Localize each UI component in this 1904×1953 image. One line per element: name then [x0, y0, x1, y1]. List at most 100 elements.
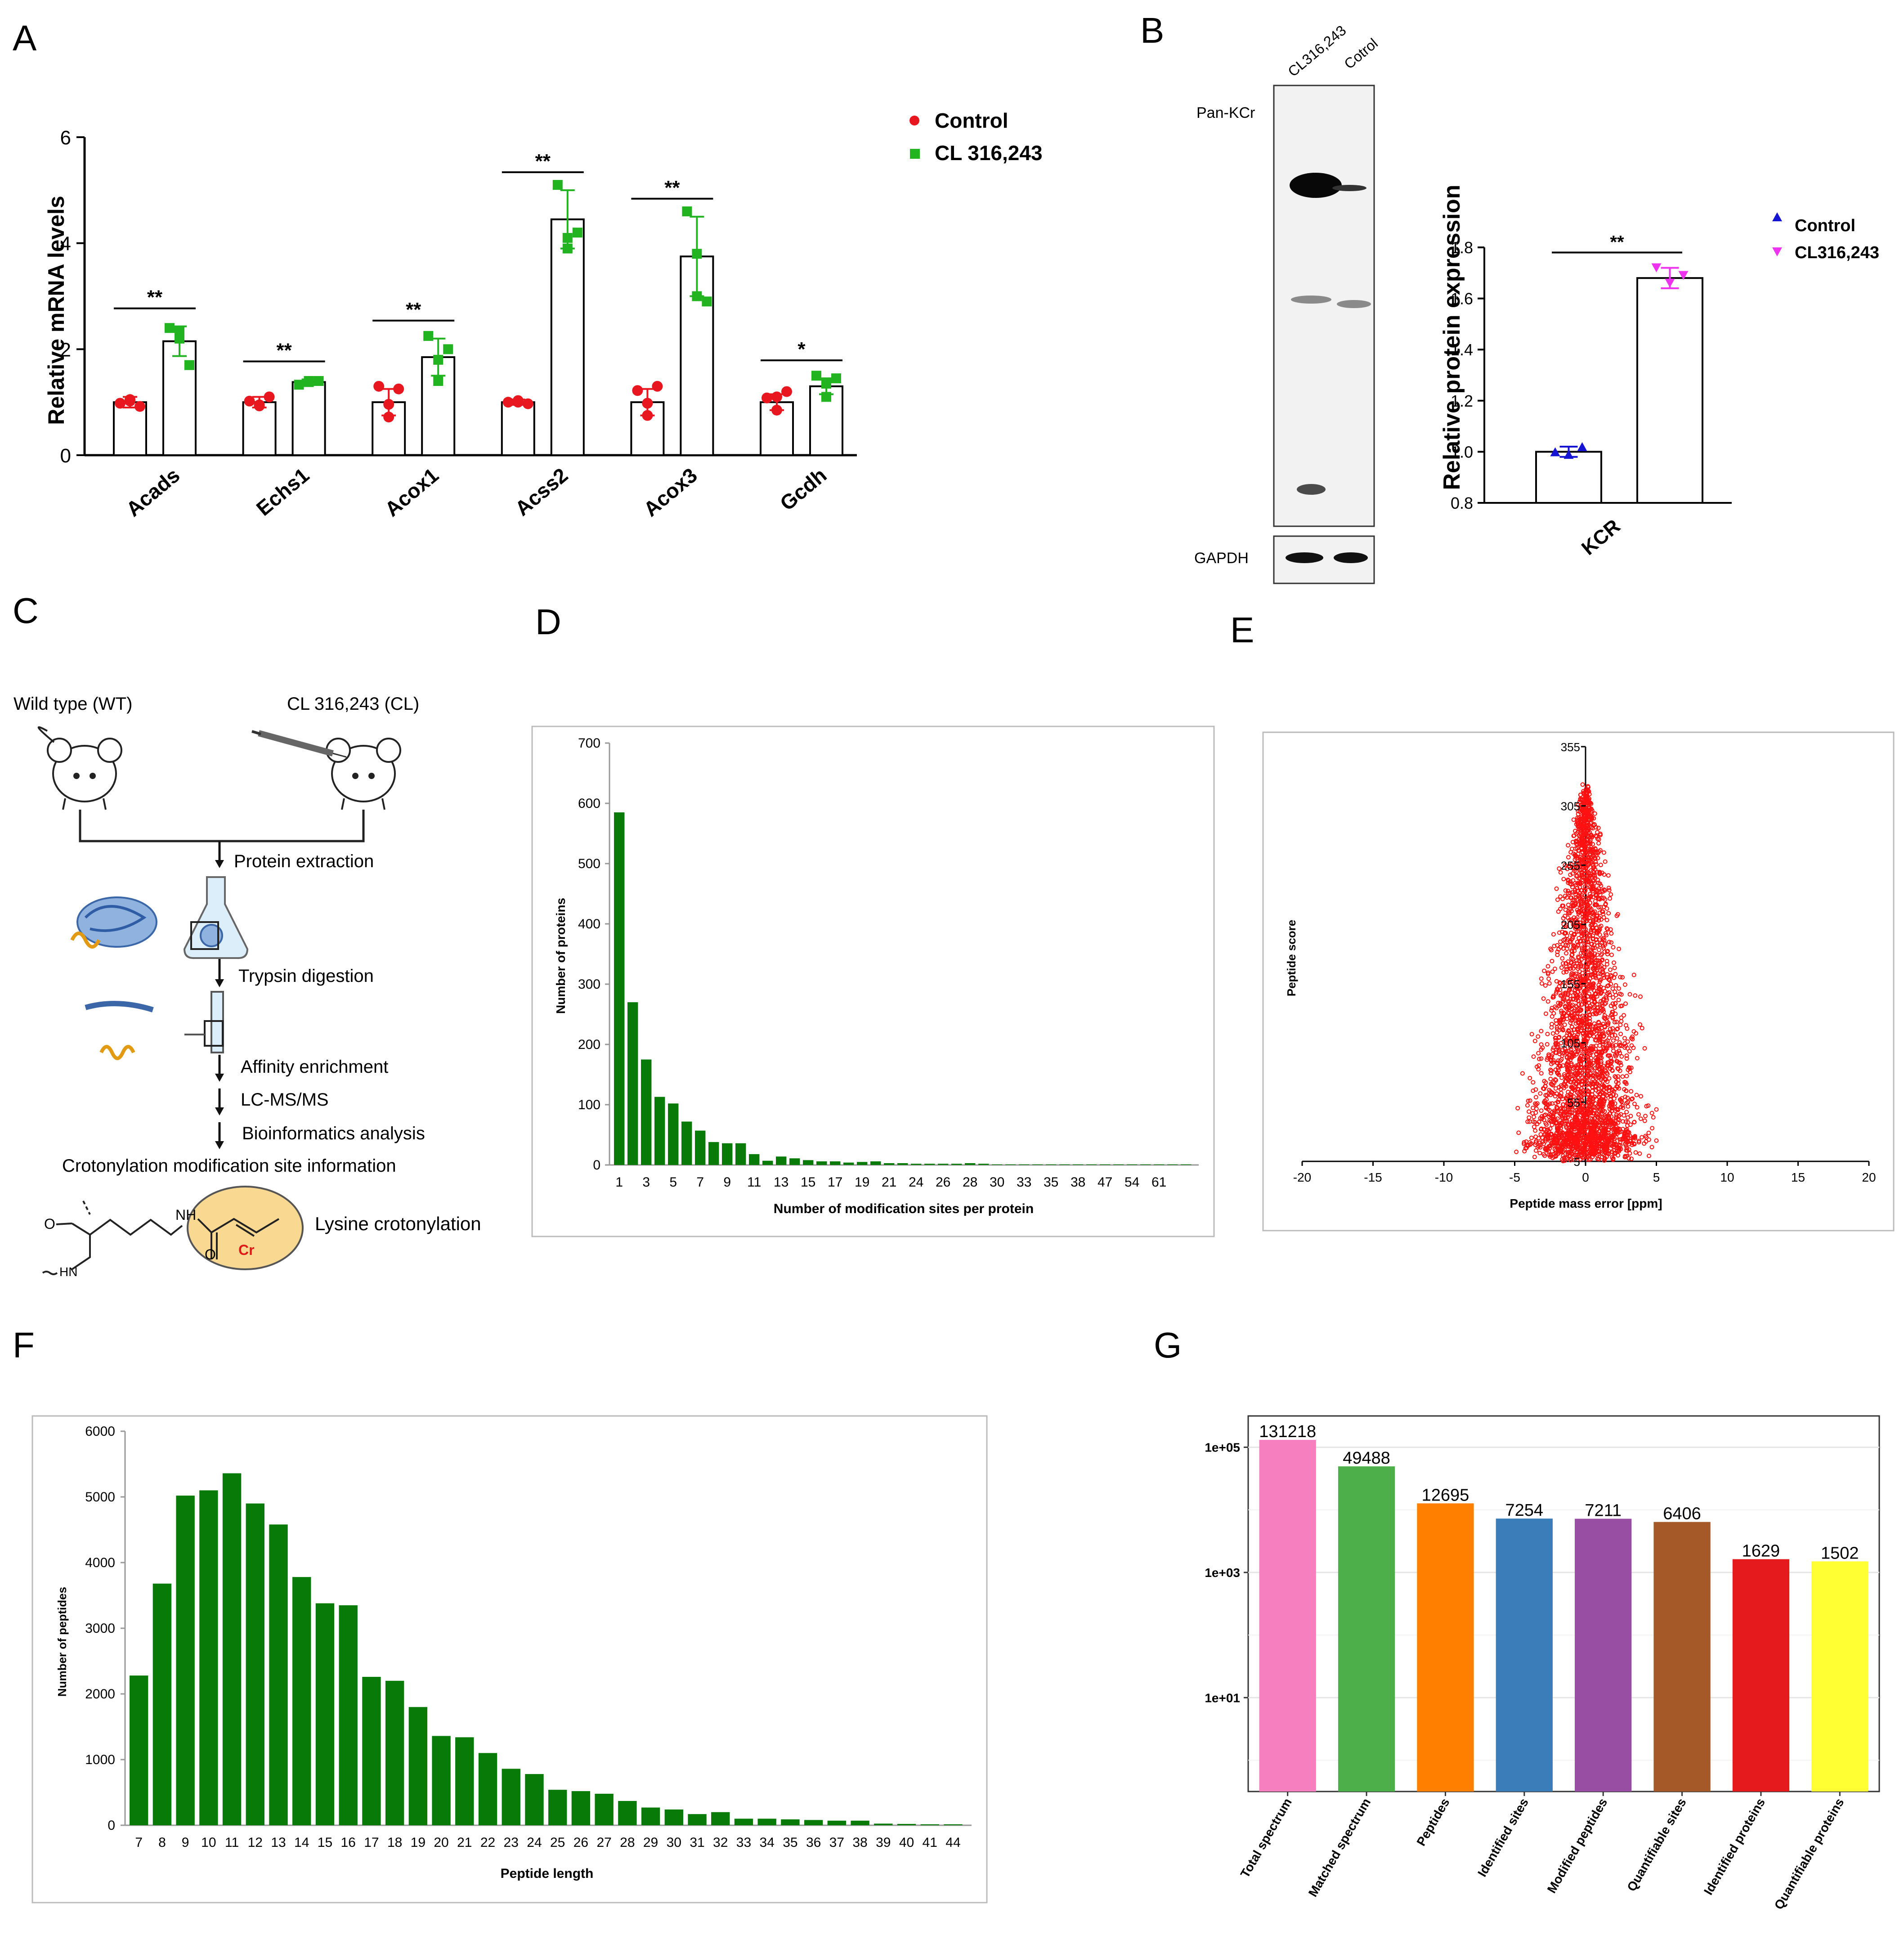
panel-a-plot: 0 2 4 6 ** Acads ** Echs1 ** Acox1 ** Acss2 ** Acox3 *… [60, 127, 857, 521]
e-point [1581, 791, 1586, 796]
e-point [1605, 927, 1610, 932]
e-point [1598, 942, 1603, 947]
e-point [1604, 1132, 1608, 1137]
panel-f-ylabel: Number of peptides [55, 1587, 69, 1697]
f-bar [478, 1753, 497, 1825]
a-xtick-label: Echs1 [252, 463, 314, 520]
e-point [1543, 1121, 1548, 1126]
e-point [1581, 844, 1586, 849]
legend-b-control-label: Control [1795, 216, 1855, 235]
g-bar-total-spectrum [1259, 1440, 1316, 1792]
e-point [1595, 940, 1599, 945]
f-xtick-label: 44 [945, 1835, 960, 1850]
e-point [1603, 1077, 1608, 1082]
e-point [1560, 1121, 1565, 1126]
e-point [1590, 1067, 1595, 1072]
e-point [1555, 1061, 1560, 1066]
f-bar [362, 1677, 381, 1825]
panel-label-e: E [1230, 610, 1254, 650]
b-point-control [1577, 442, 1587, 452]
a-point-control [632, 385, 643, 396]
e-point [1574, 1155, 1579, 1160]
e-point [1599, 990, 1604, 994]
e-point [1583, 949, 1587, 954]
e-point [1649, 1145, 1654, 1150]
e-point [1627, 992, 1632, 997]
e-point [1622, 1013, 1626, 1018]
e-point [1647, 1153, 1651, 1158]
e-point [1545, 1042, 1550, 1047]
e-point [1576, 999, 1581, 1003]
e-point [1615, 1084, 1620, 1089]
f-bar [920, 1824, 939, 1825]
e-point [1596, 971, 1601, 976]
f-bar [618, 1801, 637, 1825]
e-point [1574, 1063, 1579, 1068]
f-xtick-label: 15 [318, 1835, 332, 1850]
e-point [1590, 995, 1595, 1000]
e-point [1627, 1049, 1632, 1054]
e-point [1629, 1156, 1634, 1161]
e-xtick-label: 0 [1582, 1170, 1589, 1184]
e-point [1546, 964, 1550, 969]
e-point [1522, 1140, 1527, 1145]
e-point [1582, 1025, 1587, 1030]
d-xtick-label: 11 [747, 1175, 761, 1190]
e-point [1552, 1080, 1557, 1085]
e-point [1553, 1086, 1558, 1091]
e-point [1572, 1111, 1577, 1116]
a-point-control [502, 397, 514, 408]
a-point-cl [294, 380, 304, 390]
b-ytick-label: 1.2 [1451, 392, 1473, 410]
b-ytick-label: 1.8 [1451, 238, 1473, 257]
e-point [1576, 1071, 1580, 1076]
d-bar [681, 1121, 692, 1165]
e-point [1524, 1146, 1529, 1150]
e-point [1572, 898, 1577, 903]
e-point [1558, 939, 1563, 944]
a-point-control [125, 395, 135, 407]
e-point [1643, 1114, 1648, 1119]
e-point [1586, 812, 1591, 817]
e-point [1636, 1140, 1641, 1145]
e-point [1572, 1027, 1577, 1032]
e-ytick-label: 155 [1561, 977, 1580, 991]
e-point [1635, 1105, 1640, 1110]
e-point [1560, 903, 1565, 908]
e-point [1571, 922, 1576, 927]
g-ytick-label: 1e+03 [1205, 1566, 1240, 1580]
e-point [1606, 911, 1611, 916]
e-point [1583, 1122, 1588, 1127]
e-point [1563, 990, 1568, 995]
e-point [1591, 884, 1596, 889]
e-point [1578, 961, 1583, 966]
e-point [1564, 964, 1568, 969]
e-point [1570, 1105, 1575, 1110]
e-point [1555, 953, 1560, 957]
b-point-cl [1651, 263, 1662, 273]
e-point [1527, 1109, 1532, 1114]
lysine-structure-icon [42, 1186, 304, 1275]
e-point [1586, 896, 1591, 901]
e-point [1577, 1042, 1582, 1047]
e-point [1582, 904, 1587, 909]
atom-o1: O [44, 1216, 55, 1232]
e-point [1572, 944, 1577, 949]
e-point [1567, 864, 1572, 868]
e-point [1567, 981, 1572, 985]
e-point [1542, 1113, 1547, 1118]
f-bar [781, 1819, 800, 1825]
e-point [1606, 873, 1611, 878]
e-point [1583, 1041, 1588, 1046]
a-point-cl [692, 291, 702, 301]
e-point [1561, 877, 1566, 882]
e-point [1539, 1071, 1544, 1076]
e-point [1555, 943, 1560, 948]
e-point [1531, 1080, 1536, 1085]
panel-e-xlabel: Peptide mass error [ppm] [1510, 1196, 1662, 1210]
e-point [1606, 1133, 1611, 1138]
f-bar [502, 1769, 520, 1825]
e-point [1540, 1135, 1545, 1140]
e-point [1598, 1023, 1603, 1028]
f-bar [571, 1791, 591, 1825]
